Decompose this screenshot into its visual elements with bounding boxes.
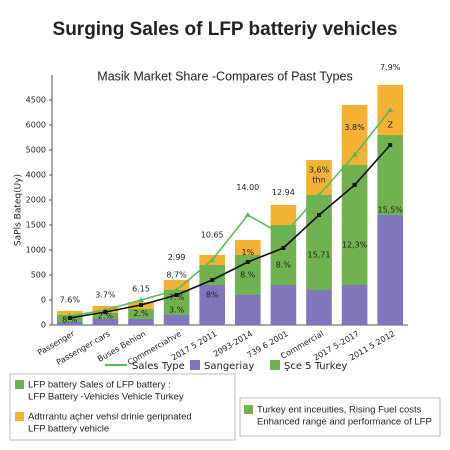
chart-subtitle: Masik Market Share -Compares of Past Typ… xyxy=(97,69,352,83)
annotation: 8% xyxy=(206,291,219,300)
marker xyxy=(173,287,180,292)
marker xyxy=(245,260,250,264)
line xyxy=(69,144,391,319)
bar-segment xyxy=(306,290,332,325)
y-tick-label: 0 xyxy=(41,296,46,305)
marker xyxy=(351,152,358,157)
annotation: 8,7% xyxy=(166,271,187,280)
annotation: 14.00 xyxy=(236,183,259,192)
marker xyxy=(317,213,321,217)
y-tick-label: 6000 xyxy=(26,121,46,130)
annotation: 8.% xyxy=(240,271,256,280)
marker xyxy=(316,192,322,197)
annotation: 7.9% xyxy=(380,63,401,72)
note-text: Turkey ent inceuities, Rising Fuel costs xyxy=(257,405,422,416)
annotation: 7.% xyxy=(169,293,185,302)
bar-segment xyxy=(270,205,297,225)
bar-segment xyxy=(128,319,154,325)
annotation: 3.7% xyxy=(95,291,116,300)
annotation: 1% xyxy=(241,248,254,257)
annotation: 15,71 xyxy=(308,251,331,260)
bar-segment xyxy=(270,285,297,325)
legend-swatch xyxy=(190,360,200,370)
marker xyxy=(103,310,108,314)
annotation: 6.15 xyxy=(132,285,150,294)
marker xyxy=(388,143,393,147)
y-tick-label: 4500 xyxy=(26,96,46,105)
marker xyxy=(67,316,72,320)
note-swatch xyxy=(15,380,24,389)
bar-segment xyxy=(199,265,226,285)
y-tick-label: 4000 xyxy=(26,171,46,180)
bar-segment xyxy=(234,240,261,255)
marker xyxy=(139,303,143,307)
bar-segment xyxy=(92,319,119,325)
bar-segment xyxy=(163,280,190,290)
annotation: 15,5% xyxy=(377,206,403,215)
annotation: 2.% xyxy=(98,312,114,321)
marker xyxy=(281,246,286,250)
bar-segment xyxy=(56,322,83,325)
bar-segment xyxy=(128,309,154,319)
annotation: 3.% xyxy=(169,306,185,315)
note-text: LFP Battery -Vehicles Vehicle Turkey xyxy=(28,392,184,403)
bar-segment xyxy=(306,160,332,195)
annotation: Z xyxy=(387,121,393,130)
bar-segment xyxy=(163,315,190,325)
annotation: 12,3% xyxy=(342,241,368,250)
y-axis-label: SaPls Bateq(Uy) xyxy=(14,174,24,246)
marker xyxy=(174,293,179,297)
marker xyxy=(387,107,394,112)
bar-segment xyxy=(341,285,368,325)
note-swatch xyxy=(15,412,24,421)
y-tick-label: 500 xyxy=(31,271,46,280)
note-text: Adtrrantu açher vehsl drinie geripnated xyxy=(28,412,192,423)
bar-segment xyxy=(377,215,404,325)
annotation: 10.65 xyxy=(201,231,224,240)
legend-swatch xyxy=(270,360,280,370)
y-tick-label: 1500 xyxy=(26,221,46,230)
legend-label: Sales Type xyxy=(132,361,185,372)
annotation: 3,6% xyxy=(309,166,330,175)
annotation: 12.94 xyxy=(272,188,295,197)
marker xyxy=(352,183,357,187)
annotation: 3.8% xyxy=(344,123,365,132)
bar-segment xyxy=(234,295,261,325)
marker xyxy=(209,257,216,262)
line xyxy=(69,109,391,317)
annotation: 7.6% xyxy=(60,296,81,305)
annotation: 8.% xyxy=(62,316,78,325)
bar-segment xyxy=(377,135,404,215)
note-box xyxy=(239,397,441,437)
chart-title: Surging Sales of LFP batteriy vehicles xyxy=(53,19,398,40)
marker xyxy=(138,297,144,302)
y-tick-label: 1000 xyxy=(26,246,46,255)
note-text: LFP battery Sales of LFP battery : xyxy=(28,380,171,391)
marker xyxy=(280,232,287,237)
y-tick-label: 2000 xyxy=(26,196,46,205)
bar-segment xyxy=(92,313,119,319)
note-box xyxy=(9,373,236,441)
bar-segment xyxy=(306,195,332,290)
marker xyxy=(210,278,215,282)
annotation: 8.% xyxy=(276,261,292,270)
y-tick-label: 5000 xyxy=(26,146,46,155)
marker xyxy=(244,212,251,217)
y-tick-label: 0 xyxy=(41,321,46,330)
legend-label: Şce 5 Turkey xyxy=(284,361,347,372)
note-text: Enhanced range and performance of LFP xyxy=(257,417,432,428)
note-text: LFP battery vehicle xyxy=(28,424,109,435)
annotation: thn xyxy=(312,176,325,185)
bar-segment xyxy=(199,285,226,325)
note-swatch xyxy=(244,405,253,414)
annotation: 2.99 xyxy=(168,253,186,262)
annotation: 2.% xyxy=(133,309,149,318)
legend-label: Sangeriay xyxy=(204,361,254,372)
